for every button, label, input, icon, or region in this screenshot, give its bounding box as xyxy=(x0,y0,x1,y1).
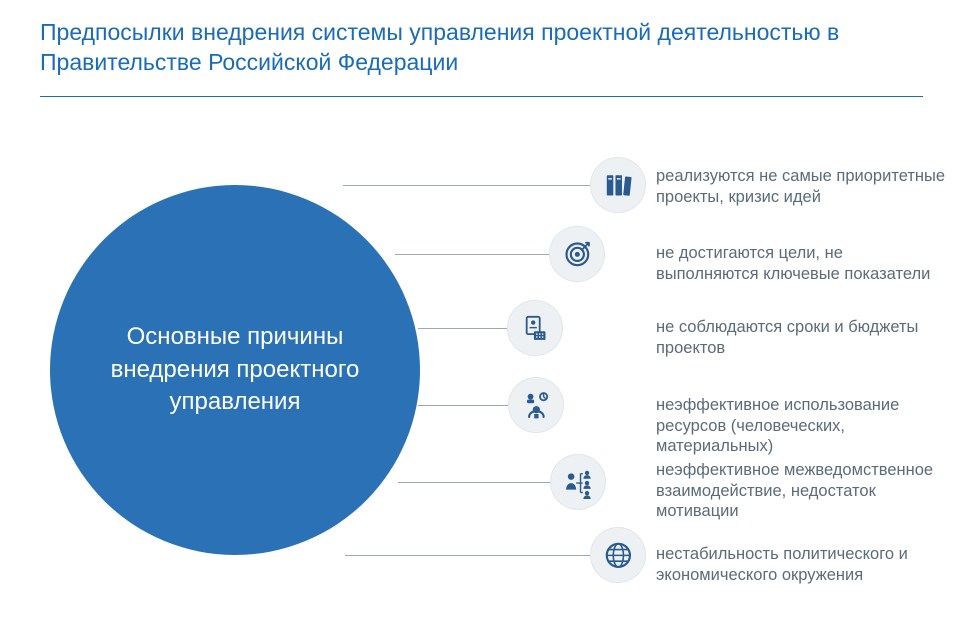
connector-line xyxy=(395,254,549,255)
header: Предпосылки внедрения системы управления… xyxy=(0,0,963,88)
connector-line xyxy=(418,405,508,406)
books-icon xyxy=(590,157,646,213)
orgchart-icon xyxy=(550,454,606,510)
title-rule xyxy=(40,96,923,97)
connector-line xyxy=(398,482,550,483)
item-text-1: реализуются не самые приоритетные проект… xyxy=(656,166,946,207)
diagram-canvas: Основные причины внедрения проектного уп… xyxy=(0,100,963,640)
target-icon xyxy=(549,226,605,282)
connector-line xyxy=(345,555,590,556)
connector-line xyxy=(418,328,507,329)
main-circle-label: Основные причины внедрения проектного уп… xyxy=(80,321,390,418)
connector-line xyxy=(343,185,590,186)
clipboard-icon xyxy=(507,300,563,356)
page-title: Предпосылки внедрения системы управления… xyxy=(40,18,923,78)
resources-icon xyxy=(508,377,564,433)
main-circle: Основные причины внедрения проектного уп… xyxy=(50,185,420,555)
item-text-2: не достигаются цели, не выполняются ключ… xyxy=(656,243,946,284)
item-text-4: неэффективное использование ресурсов (че… xyxy=(656,395,946,457)
item-text-3: не соблюдаются сроки и бюджеты проектов xyxy=(656,317,946,358)
globe-icon xyxy=(590,527,646,583)
item-text-6: нестабильность политического и экономиче… xyxy=(656,544,946,585)
item-text-5: неэффективное межведомственное взаимодей… xyxy=(656,460,946,522)
